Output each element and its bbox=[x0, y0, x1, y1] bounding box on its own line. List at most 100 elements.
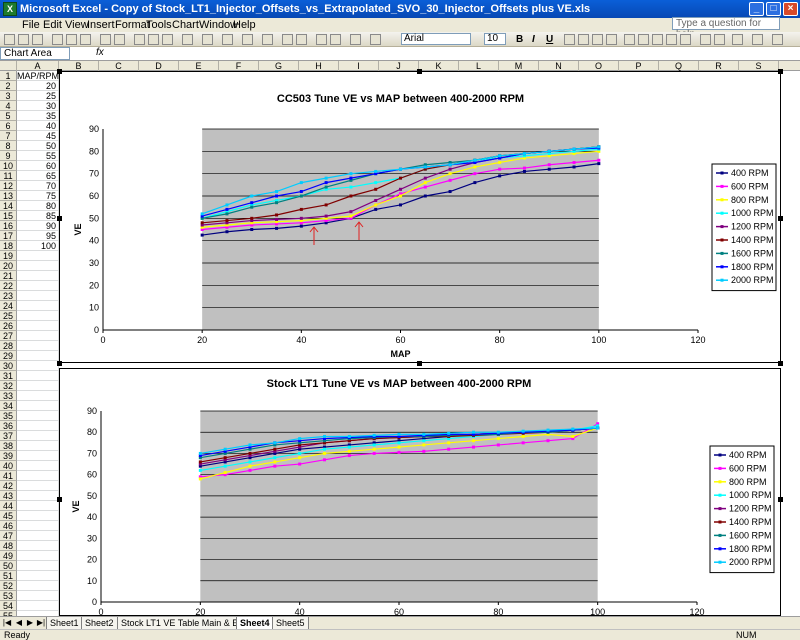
font-color-icon[interactable] bbox=[772, 34, 783, 45]
cell-a26[interactable] bbox=[17, 321, 59, 331]
row-header[interactable]: 30 bbox=[0, 361, 17, 371]
chart-stock-lt1[interactable]: Stock LT1 Tune VE vs MAP between 400-200… bbox=[59, 368, 781, 631]
column-header-o[interactable]: O bbox=[579, 61, 619, 71]
menu-insert[interactable]: Insert bbox=[87, 19, 115, 31]
row-header[interactable]: 26 bbox=[0, 321, 17, 331]
cut-icon[interactable] bbox=[134, 34, 145, 45]
cell-a42[interactable] bbox=[17, 481, 59, 491]
column-header-p[interactable]: P bbox=[619, 61, 659, 71]
print-preview-icon[interactable] bbox=[80, 34, 91, 45]
cell-a18[interactable]: 100 bbox=[17, 241, 59, 251]
select-all-corner[interactable] bbox=[0, 61, 17, 71]
row-header[interactable]: 8 bbox=[0, 141, 17, 151]
menu-format[interactable]: Format bbox=[115, 19, 150, 31]
cell-a51[interactable] bbox=[17, 571, 59, 581]
row-header[interactable]: 7 bbox=[0, 131, 17, 141]
row-header[interactable]: 28 bbox=[0, 341, 17, 351]
column-header-a[interactable]: A bbox=[17, 61, 59, 71]
cell-a17[interactable]: 95 bbox=[17, 231, 59, 241]
italic-button[interactable]: I bbox=[532, 34, 535, 45]
cell-a5[interactable]: 35 bbox=[17, 111, 59, 121]
cell-a33[interactable] bbox=[17, 391, 59, 401]
print-icon[interactable] bbox=[66, 34, 77, 45]
copy-icon[interactable] bbox=[148, 34, 159, 45]
cell-a28[interactable] bbox=[17, 341, 59, 351]
cell-a1[interactable]: MAP/RPM bbox=[17, 71, 60, 81]
cell-a22[interactable] bbox=[17, 281, 59, 291]
research-icon[interactable] bbox=[114, 34, 125, 45]
row-header[interactable]: 29 bbox=[0, 351, 17, 361]
save-icon[interactable] bbox=[32, 34, 43, 45]
spelling-icon[interactable] bbox=[100, 34, 111, 45]
row-header[interactable]: 53 bbox=[0, 591, 17, 601]
sort-descending-icon[interactable] bbox=[296, 34, 307, 45]
font-name-select[interactable]: Arial bbox=[401, 33, 471, 45]
cell-a35[interactable] bbox=[17, 411, 59, 421]
increase-decimal-icon[interactable] bbox=[666, 34, 677, 45]
cell-a32[interactable] bbox=[17, 381, 59, 391]
cell-a45[interactable] bbox=[17, 511, 59, 521]
cell-a46[interactable] bbox=[17, 521, 59, 531]
row-header[interactable]: 22 bbox=[0, 281, 17, 291]
cell-a41[interactable] bbox=[17, 471, 59, 481]
cell-a53[interactable] bbox=[17, 591, 59, 601]
underline-button[interactable]: U bbox=[546, 34, 554, 45]
menu-chart[interactable]: Chart bbox=[172, 19, 199, 31]
cell-a7[interactable]: 45 bbox=[17, 131, 59, 141]
row-header[interactable]: 25 bbox=[0, 311, 17, 321]
row-header[interactable]: 38 bbox=[0, 441, 17, 451]
minimize-button[interactable]: _ bbox=[749, 2, 764, 16]
font-size-select[interactable]: 10 bbox=[484, 33, 506, 45]
row-header[interactable]: 54 bbox=[0, 601, 17, 611]
name-box[interactable]: Chart Area bbox=[0, 47, 70, 60]
prev-sheet-icon[interactable]: ◀ bbox=[15, 618, 23, 627]
cell-a9[interactable]: 55 bbox=[17, 151, 59, 161]
cell-a36[interactable] bbox=[17, 421, 59, 431]
chart-cc503[interactable]: CC503 Tune VE vs MAP between 400-2000 RP… bbox=[59, 71, 781, 363]
cell-a43[interactable] bbox=[17, 491, 59, 501]
row-header[interactable]: 10 bbox=[0, 161, 17, 171]
column-header-d[interactable]: D bbox=[139, 61, 179, 71]
cell-a24[interactable] bbox=[17, 301, 59, 311]
undo-icon[interactable] bbox=[202, 34, 213, 45]
row-header[interactable]: 36 bbox=[0, 421, 17, 431]
row-header[interactable]: 17 bbox=[0, 231, 17, 241]
autosum-icon[interactable] bbox=[262, 34, 273, 45]
row-header[interactable]: 2 bbox=[0, 81, 17, 91]
cell-a44[interactable] bbox=[17, 501, 59, 511]
column-header-l[interactable]: L bbox=[459, 61, 499, 71]
row-header[interactable]: 13 bbox=[0, 191, 17, 201]
cell-a30[interactable] bbox=[17, 361, 59, 371]
bold-button[interactable]: B bbox=[516, 34, 524, 45]
new-icon[interactable] bbox=[4, 34, 15, 45]
chart-wizard-icon[interactable] bbox=[316, 34, 327, 45]
cell-a12[interactable]: 70 bbox=[17, 181, 59, 191]
row-header[interactable]: 41 bbox=[0, 471, 17, 481]
column-header-s[interactable]: S bbox=[739, 61, 779, 71]
column-header-r[interactable]: R bbox=[699, 61, 739, 71]
column-header-e[interactable]: E bbox=[179, 61, 219, 71]
cell-a2[interactable]: 20 bbox=[17, 81, 59, 91]
cell-a34[interactable] bbox=[17, 401, 59, 411]
row-header[interactable]: 52 bbox=[0, 581, 17, 591]
row-header[interactable]: 4 bbox=[0, 101, 17, 111]
row-header[interactable]: 33 bbox=[0, 391, 17, 401]
menu-help[interactable]: Help bbox=[233, 19, 256, 31]
cell-a8[interactable]: 50 bbox=[17, 141, 59, 151]
cell-a39[interactable] bbox=[17, 451, 59, 461]
hyperlink-icon[interactable] bbox=[242, 34, 253, 45]
currency-icon[interactable] bbox=[624, 34, 635, 45]
excel-icon[interactable]: X bbox=[3, 2, 17, 16]
paste-icon[interactable] bbox=[162, 34, 173, 45]
row-header[interactable]: 48 bbox=[0, 541, 17, 551]
column-header-m[interactable]: M bbox=[499, 61, 539, 71]
row-header[interactable]: 47 bbox=[0, 531, 17, 541]
row-header[interactable]: 23 bbox=[0, 291, 17, 301]
cell-a14[interactable]: 80 bbox=[17, 201, 59, 211]
cell-a54[interactable] bbox=[17, 601, 59, 611]
row-header[interactable]: 5 bbox=[0, 111, 17, 121]
cell-a31[interactable] bbox=[17, 371, 59, 381]
row-header[interactable]: 18 bbox=[0, 241, 17, 251]
row-header[interactable]: 45 bbox=[0, 511, 17, 521]
cell-a37[interactable] bbox=[17, 431, 59, 441]
